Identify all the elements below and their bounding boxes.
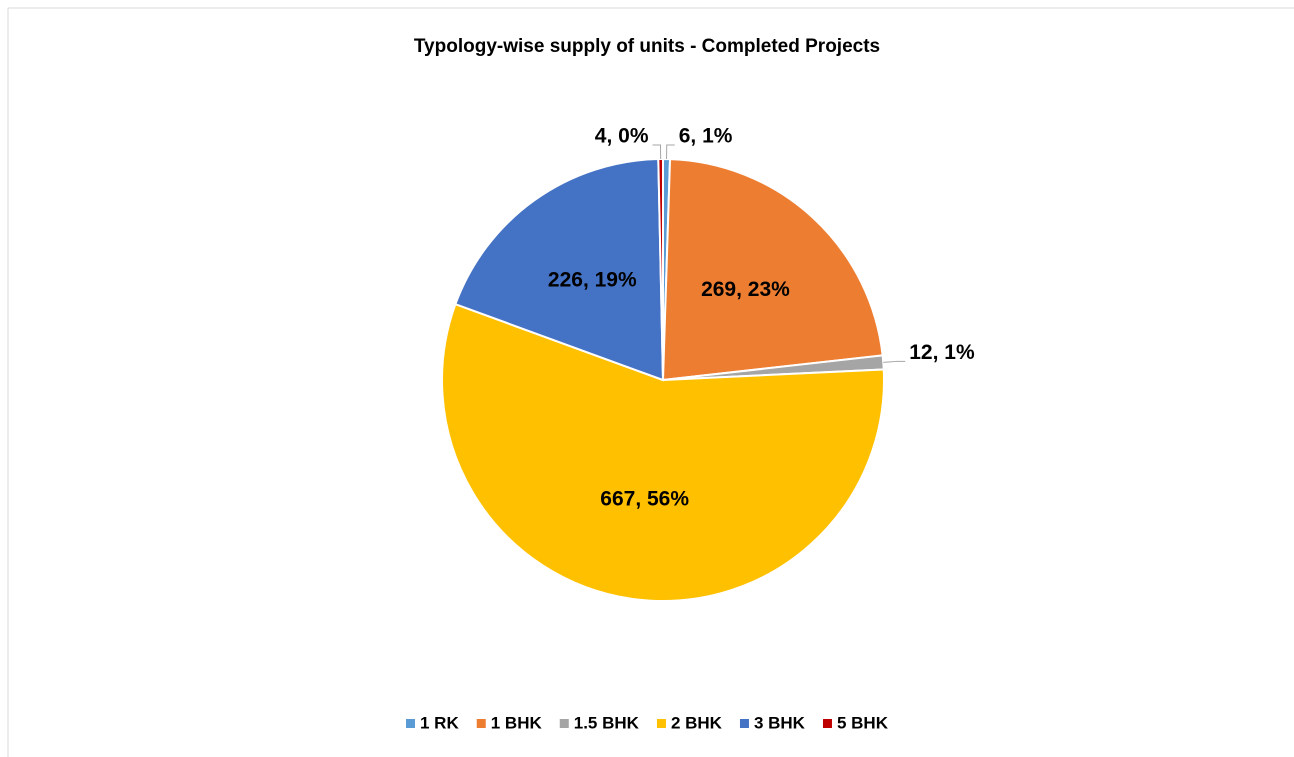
chart-title: Typology-wise supply of units - Complete… bbox=[414, 36, 880, 57]
data-label: 4, 0% bbox=[595, 125, 649, 148]
leader-line bbox=[652, 144, 662, 160]
legend-label: 2 BHK bbox=[671, 713, 723, 732]
legend-label: 3 BHK bbox=[754, 713, 806, 732]
pie-slice bbox=[661, 158, 884, 382]
leader-line bbox=[666, 144, 675, 160]
legend-label: 1 RK bbox=[420, 713, 459, 732]
data-label: 269, 23% bbox=[701, 278, 790, 301]
legend-marker bbox=[656, 719, 666, 728]
leader-line bbox=[883, 360, 906, 363]
legend-marker bbox=[476, 719, 486, 728]
legend-marker bbox=[822, 719, 832, 728]
pie-slice bbox=[657, 157, 664, 381]
data-label: 12, 1% bbox=[909, 341, 975, 364]
data-label: 6, 1% bbox=[679, 125, 733, 148]
pie-slice bbox=[441, 302, 885, 602]
legend-label: 1.5 BHK bbox=[574, 713, 640, 732]
legend-marker bbox=[406, 719, 416, 728]
legend-label: 1 BHK bbox=[491, 713, 543, 732]
legend-label: 5 BHK bbox=[837, 713, 889, 732]
legend-marker bbox=[739, 719, 749, 728]
pie-slice bbox=[454, 158, 665, 382]
data-label: 667, 56% bbox=[600, 488, 689, 511]
legend-marker bbox=[559, 719, 569, 728]
data-label: 226, 19% bbox=[548, 269, 637, 292]
